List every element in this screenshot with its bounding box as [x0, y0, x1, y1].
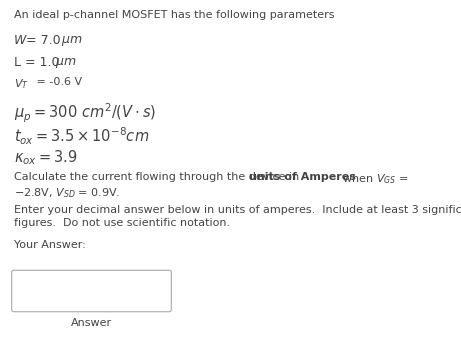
- Text: $t_{ox} = 3.5 \times 10^{-8} cm$: $t_{ox} = 3.5 \times 10^{-8} cm$: [14, 126, 149, 147]
- Text: An ideal p-channel MOSFET has the following parameters: An ideal p-channel MOSFET has the follow…: [14, 10, 335, 20]
- Text: units of Amperes: units of Amperes: [249, 172, 356, 182]
- Text: = 7.0: = 7.0: [22, 34, 61, 47]
- Text: $\mu m$: $\mu m$: [55, 56, 77, 70]
- Text: Answer: Answer: [71, 318, 112, 328]
- Text: = -0.6 V: = -0.6 V: [33, 77, 82, 87]
- Text: W: W: [14, 34, 26, 47]
- Text: $\mu_p = 300\ cm^2/(V \cdot s)$: $\mu_p = 300\ cm^2/(V \cdot s)$: [14, 102, 156, 125]
- Text: Your Answer:: Your Answer:: [14, 240, 86, 250]
- Text: $V_T$: $V_T$: [14, 77, 29, 91]
- Text: when $V_{GS}$ =: when $V_{GS}$ =: [339, 172, 409, 186]
- Text: $\mathit{\kappa}_{ox} = 3.9$: $\mathit{\kappa}_{ox} = 3.9$: [14, 148, 77, 167]
- Text: $\mu m$: $\mu m$: [61, 34, 83, 48]
- Text: L = 1.0: L = 1.0: [14, 56, 59, 69]
- Text: figures.  Do not use scientific notation.: figures. Do not use scientific notation.: [14, 218, 230, 228]
- Text: $-2.8$V, $V_{SD}$ = 0.9V.: $-2.8$V, $V_{SD}$ = 0.9V.: [14, 186, 120, 200]
- Text: Enter your decimal answer below in units of amperes.  Include at least 3 signifi: Enter your decimal answer below in units…: [14, 205, 461, 215]
- Text: Calculate the current flowing through the device in: Calculate the current flowing through th…: [14, 172, 303, 182]
